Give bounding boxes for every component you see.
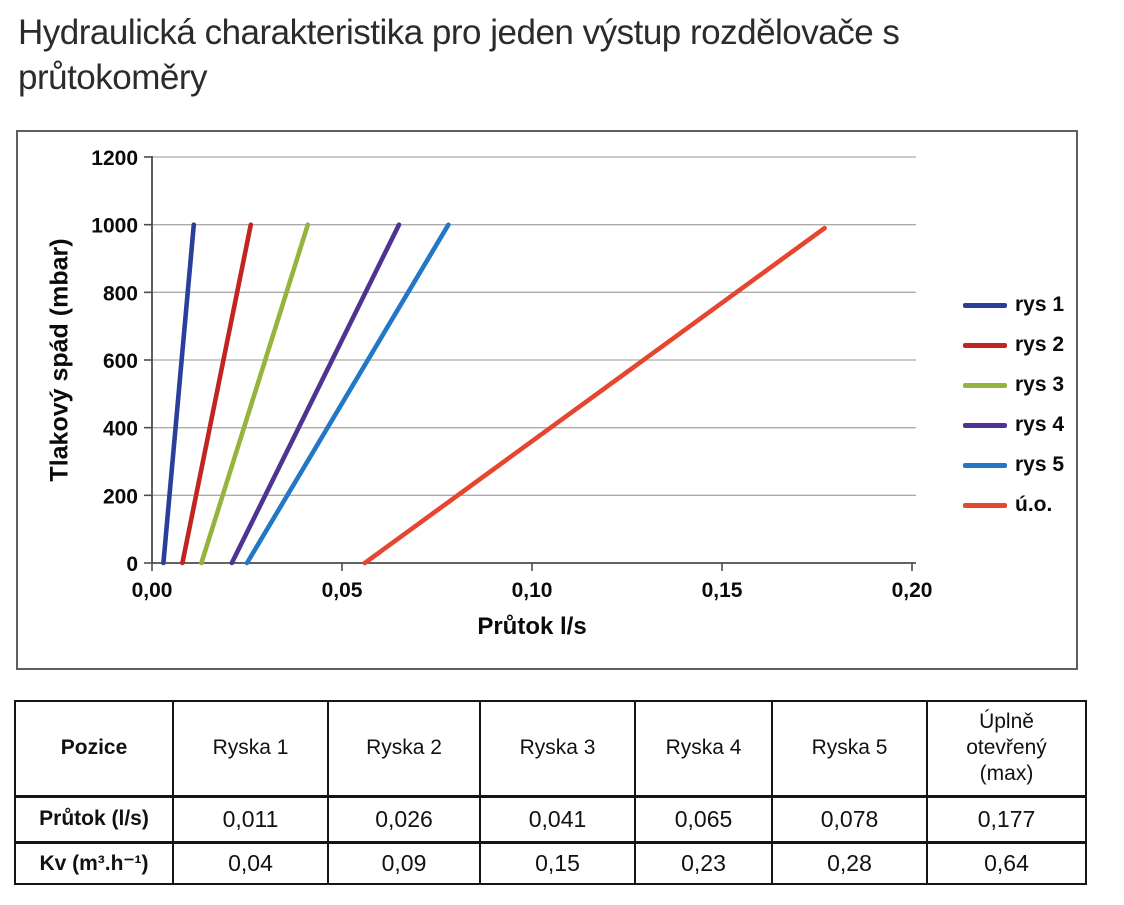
x-axis-title: Průtok l/s xyxy=(477,613,587,640)
table-cell: 0,078 xyxy=(771,795,928,843)
legend-label-rys2: rys 2 xyxy=(1015,333,1065,356)
series-line-2 xyxy=(180,222,254,566)
data-table: Pozice Ryska 1 Ryska 2 Ryska 3 Ryska 4 R… xyxy=(14,700,1087,885)
table-header-ryska1: Ryska 1 xyxy=(172,700,329,797)
y-axis-title: Tlakový spád (mbar) xyxy=(45,238,74,482)
legend-item-rys5: rys 5 xyxy=(963,453,1064,477)
row-label-prutok: Průtok (l/s) xyxy=(14,795,174,843)
legend-item-rys2: rys 2 xyxy=(963,333,1064,357)
table-cell: 0,04 xyxy=(172,841,329,885)
series-line-4 xyxy=(229,222,402,566)
table-row-kv: Kv (m³.h⁻¹) 0,04 0,09 0,15 0,23 0,28 0,6… xyxy=(14,841,1087,885)
y-tick-label: 600 xyxy=(103,350,138,373)
table-header-row: Pozice Ryska 1 Ryska 2 Ryska 3 Ryska 4 R… xyxy=(14,700,1087,797)
legend-item-rys4: rys 4 xyxy=(963,413,1064,437)
table-cell: 0,177 xyxy=(926,795,1087,843)
chart-svg: 0 200 400 600 800 1000 1200 0,00 0,05 0,10 0,15 0,2… xyxy=(91,147,933,602)
table-cell: 0,026 xyxy=(327,795,481,843)
table-cell: 0,011 xyxy=(172,795,329,843)
legend-line-swatch-rys4 xyxy=(963,422,1007,428)
legend-line-swatch-rys3 xyxy=(963,382,1007,388)
legend-line-swatch-rys1 xyxy=(963,302,1007,308)
table-cell: 0,23 xyxy=(634,841,773,885)
table-cell: 0,09 xyxy=(327,841,481,885)
legend-item-rys3: rys 3 xyxy=(963,373,1064,397)
y-tick-label: 1200 xyxy=(91,147,138,170)
table-header-ryska5: Ryska 5 xyxy=(771,700,928,797)
legend-line-swatch-rys2 xyxy=(963,342,1007,348)
x-tick-label: 0,20 xyxy=(892,579,933,602)
legend-line-swatch-rys5 xyxy=(963,462,1007,468)
x-tick-label: 0,00 xyxy=(132,579,173,602)
table-header-ryska2: Ryska 2 xyxy=(327,700,481,797)
y-tick-label: 0 xyxy=(126,553,138,576)
legend-label-rys3: rys 3 xyxy=(1015,373,1065,396)
table-header-ryska3: Ryska 3 xyxy=(479,700,636,797)
legend-item-uo: ú.o. xyxy=(963,493,1064,517)
legend-item-rys1: rys 1 xyxy=(963,293,1064,317)
table-cell: 0,15 xyxy=(479,841,636,885)
y-tick-label: 800 xyxy=(103,282,138,305)
table-cell: 0,64 xyxy=(926,841,1087,885)
legend-label-rys4: rys 4 xyxy=(1015,413,1065,436)
row-label-kv: Kv (m³.h⁻¹) xyxy=(14,841,174,885)
table-cell: 0,041 xyxy=(479,795,636,843)
legend-label-uo: ú.o. xyxy=(1015,493,1053,516)
table-header-ryska4: Ryska 4 xyxy=(634,700,773,797)
series-line-3 xyxy=(199,222,311,566)
table-header-max: Úplně otevřený (max) xyxy=(926,700,1087,797)
series-line-1 xyxy=(161,222,197,566)
table-cell: 0,28 xyxy=(771,841,928,885)
chart-legend: rys 1 rys 2 rys 3 rys 4 rys 5 ú.o. xyxy=(963,293,1064,517)
y-tick-label: 400 xyxy=(103,418,138,441)
y-tick-label: 1000 xyxy=(91,215,138,238)
table-cell: 0,065 xyxy=(634,795,773,843)
x-tick-label: 0,15 xyxy=(702,579,743,602)
chart-frame: 0 200 400 600 800 1000 1200 0,00 0,05 0,10 0,15 0,2… xyxy=(16,130,1078,670)
x-tick-label: 0,10 xyxy=(512,579,553,602)
legend-label-rys5: rys 5 xyxy=(1015,453,1065,476)
series-line-5 xyxy=(244,222,451,566)
legend-line-swatch-uo xyxy=(963,502,1007,508)
x-tick-label: 0,05 xyxy=(322,579,363,602)
page-title: Hydraulická charakteristika pro jeden vý… xyxy=(18,13,900,97)
table-header-pozice: Pozice xyxy=(14,700,174,797)
table-row-prutok: Průtok (l/s) 0,011 0,026 0,041 0,065 0,0… xyxy=(14,795,1087,843)
series-line-6 xyxy=(362,225,827,566)
y-tick-label: 200 xyxy=(103,485,138,508)
legend-label-rys1: rys 1 xyxy=(1015,293,1065,316)
